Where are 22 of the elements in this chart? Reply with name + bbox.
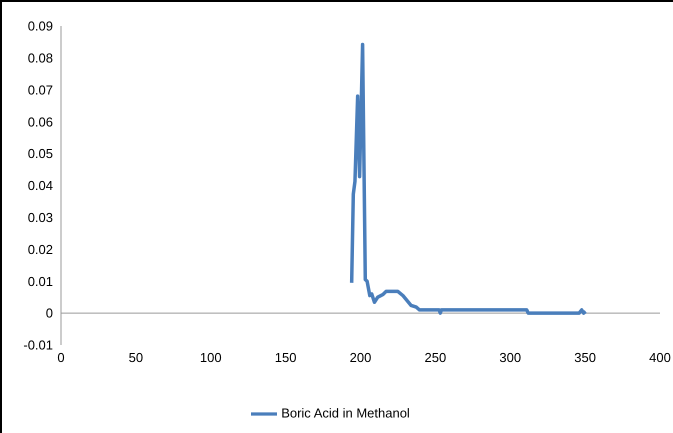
x-tick-label: 300	[499, 350, 522, 366]
line-series	[350, 42, 588, 315]
x-tick-label: 0	[57, 350, 65, 366]
x-tick-label: 50	[128, 350, 144, 366]
x-tick-label: 250	[424, 350, 446, 366]
x-tick-label: 350	[574, 350, 596, 366]
y-tick-label: -0.01	[23, 338, 53, 353]
x-tick-label: 150	[274, 350, 296, 366]
legend-label: Boric Acid in Methanol	[281, 405, 410, 420]
y-tick-label: 0.04	[28, 178, 53, 194]
y-tick-label: 0.01	[28, 274, 53, 289]
y-tick-label: 0.09	[28, 18, 53, 34]
x-tick-label: 200	[350, 350, 372, 366]
y-tick-label: 0	[46, 306, 53, 321]
y-tick-label: 0.05	[28, 146, 53, 162]
y-tick-label: 0.07	[28, 82, 53, 98]
y-tick-label: 0.08	[28, 50, 53, 66]
x-tick-label: 400	[649, 350, 671, 366]
y-tick-label: 0.03	[28, 210, 53, 226]
y-tick-label: 0.02	[28, 242, 53, 257]
x-tick-label: 100	[200, 350, 222, 366]
y-tick-label: 0.06	[28, 114, 53, 130]
